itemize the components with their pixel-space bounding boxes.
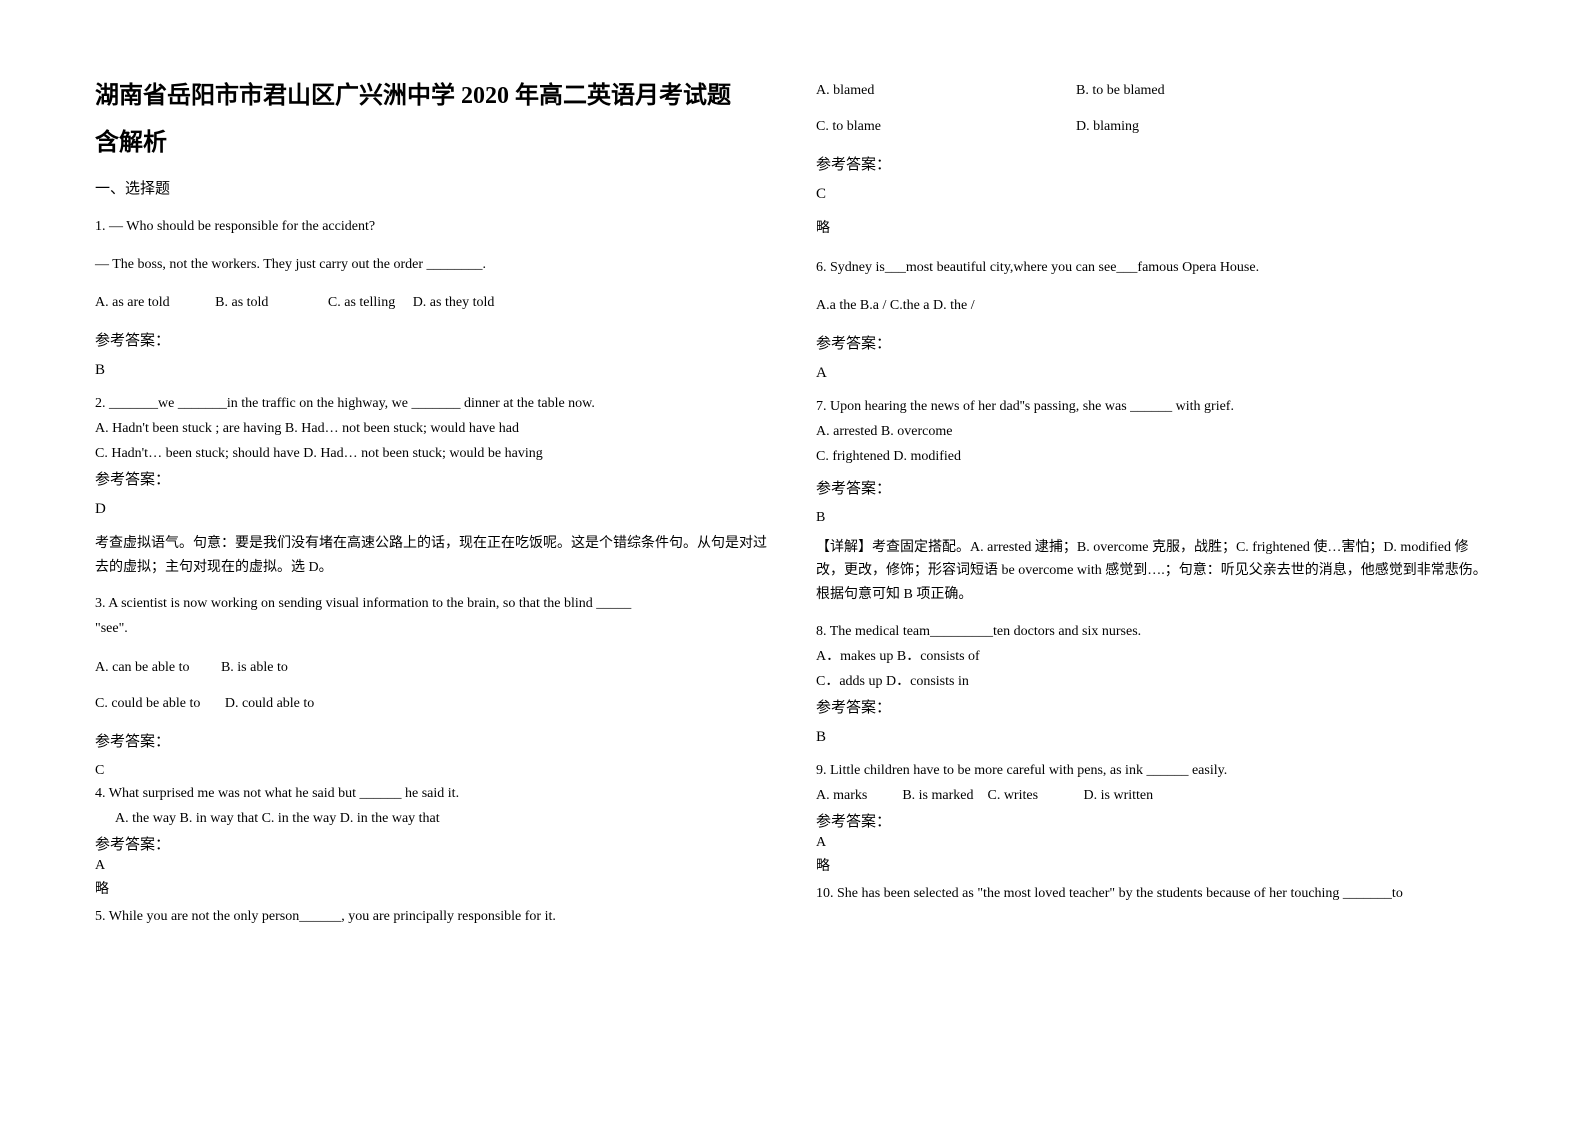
q2-answer-label: 参考答案： (95, 468, 771, 489)
q8-answer: B (816, 729, 1492, 746)
q2-optC: C. Hadn't… been stuck; should have D. Ha… (95, 443, 771, 464)
q9-text: 9. Little children have to be more caref… (816, 760, 1492, 781)
q5-brief: 略 (816, 217, 1492, 237)
left-column: 湖南省岳阳市市君山区广兴洲中学 2020 年高二英语月考试题 含解析 一、选择题… (95, 80, 771, 1042)
q4-brief: 略 (95, 878, 771, 898)
q10-text: 10. She has been selected as "the most l… (816, 883, 1492, 904)
q3-line1: 3. A scientist is now working on sending… (95, 593, 771, 614)
q1-answer-label: 参考答案： (95, 329, 771, 350)
q5-answer: C (816, 186, 1492, 203)
q5-text: 5. While you are not the only person____… (95, 906, 771, 927)
q7-optsAB: A. arrested B. overcome (816, 421, 1492, 442)
q2-optA: A. Hadn't been stuck ; are having B. Had… (95, 418, 771, 439)
q4-options: A. the way B. in way that C. in the way … (95, 808, 771, 829)
q8-answer-label: 参考答案： (816, 696, 1492, 717)
right-column: A. blamedB. to be blamed C. to blameD. b… (816, 80, 1492, 1042)
section-header: 一、选择题 (95, 177, 771, 198)
q8-optsCD: C．adds up D．consists in (816, 671, 1492, 692)
q6-answer: A (816, 365, 1492, 382)
q5-answer-label: 参考答案： (816, 153, 1492, 174)
q1-line1: 1. — Who should be responsible for the a… (95, 216, 771, 238)
q1-answer: B (95, 362, 771, 379)
q4-text: 4. What surprised me was not what he sai… (95, 783, 771, 804)
q7-text: 7. Upon hearing the news of her dad''s p… (816, 396, 1492, 417)
q1-line2: — The boss, not the workers. They just c… (95, 254, 771, 276)
q7-answer: B (816, 510, 1492, 526)
q7-answer-label: 参考答案： (816, 477, 1492, 498)
q8-optsAB: A．makes up B．consists of (816, 646, 1492, 667)
q6-text: 6. Sydney is___most beautiful city,where… (816, 257, 1492, 279)
q9-answer-label: 参考答案： (816, 810, 1492, 831)
q7-optsCD: C. frightened D. modified (816, 446, 1492, 467)
q6-options: A.a the B.a / C.the a D. the / (816, 295, 1492, 317)
q5-optsAB: A. blamedB. to be blamed (816, 80, 1492, 102)
q7-explanation: 【详解】考查固定搭配。A. arrested 逮捕；B. overcome 克服… (816, 536, 1492, 607)
document-title-line1: 湖南省岳阳市市君山区广兴洲中学 2020 年高二英语月考试题 (95, 80, 771, 114)
document-title-line2: 含解析 (95, 122, 771, 157)
q5-optsCD: C. to blameD. blaming (816, 116, 1492, 138)
q2-text: 2. _______we _______in the traffic on th… (95, 393, 771, 414)
q4-answer: A (95, 858, 771, 874)
q2-explanation: 考查虚拟语气。句意：要是我们没有堵在高速公路上的话，现在正在吃饭呢。这是个错综条… (95, 532, 771, 580)
q3-optsCD: C. could be able to D. could able to (95, 693, 771, 715)
q2-answer: D (95, 501, 771, 518)
q3-line2: "see". (95, 618, 771, 640)
q6-answer-label: 参考答案： (816, 332, 1492, 353)
q9-answer: A (816, 835, 1492, 851)
q1-options: A. as are told B. as told C. as telling … (95, 292, 771, 314)
q3-answer-label: 参考答案： (95, 730, 771, 751)
q3-answer: C (95, 763, 771, 779)
q9-options: A. marks B. is marked C. writes D. is wr… (816, 785, 1492, 806)
q4-answer-label: 参考答案： (95, 833, 771, 854)
q8-text: 8. The medical team_________ten doctors … (816, 621, 1492, 642)
q3-optsAB: A. can be able to B. is able to (95, 657, 771, 679)
q9-brief: 略 (816, 855, 1492, 875)
